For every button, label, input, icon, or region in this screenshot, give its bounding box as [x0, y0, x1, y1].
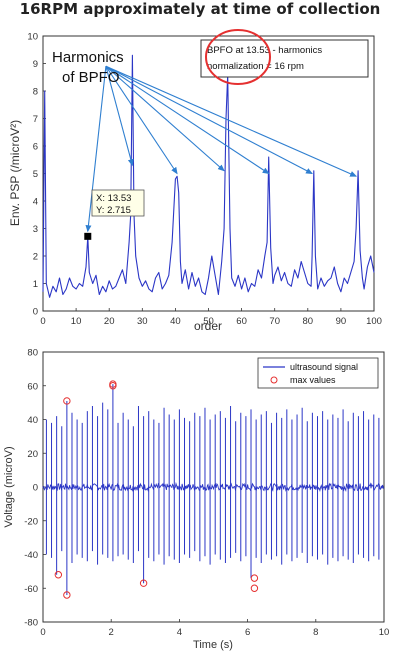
legend-circle-swatch	[270, 376, 278, 384]
bottom-axis-ticks: 0 2 4 6 8 10 -80 -60 -40 -20 0 20 40 60 80	[24, 348, 389, 639]
bottom-y-tick-label: 40	[27, 415, 38, 426]
bottom-y-tick-label: 0	[33, 483, 38, 494]
highlight-circle	[205, 29, 271, 85]
max-value-marker	[250, 574, 259, 582]
max-value-marker	[63, 591, 71, 599]
top-y-tick-label: 4	[33, 197, 38, 208]
top-y-axis-label: Env. PSP (/microV²)	[8, 120, 22, 226]
top-annotations: Harmonics of BPFO BPFO at 13.53 - harmon…	[52, 29, 369, 217]
top-x-tick-label: 0	[40, 316, 45, 327]
harmonic-arrow	[105, 65, 225, 172]
harmonic-arrows	[85, 65, 358, 233]
bottom-x-tick-label: 8	[313, 627, 318, 638]
top-axis-ticks: 0 10 20 30 40 50 60 70 80 90 100 0 1 2 3 4 5 6 7 8 9 10	[27, 32, 382, 328]
bottom-series	[42, 380, 385, 599]
legend-entry-max: max values	[290, 375, 336, 385]
datatip-box	[91, 189, 145, 217]
info-line1: BPFO at 13.53 - harmonics	[207, 45, 322, 56]
top-y-tick-label: 8	[33, 87, 38, 98]
env-psp-series-line	[42, 54, 375, 298]
top-y-tick-label: 7	[33, 114, 38, 125]
top-series	[42, 54, 375, 298]
top-y-tick-label: 1	[33, 279, 38, 290]
bottom-x-tick-label: 2	[109, 627, 114, 638]
max-value-marker	[139, 579, 148, 587]
datatip-x: X: 13.53	[96, 193, 131, 204]
bottom-y-tick-label: 80	[27, 348, 38, 359]
bottom-y-tick-label: -60	[24, 584, 38, 595]
bottom-x-tick-label: 4	[177, 627, 182, 638]
top-x-tick-label: 100	[366, 316, 382, 327]
bottom-y-tick-label: 60	[27, 381, 38, 392]
top-x-axis-label: order	[194, 319, 222, 333]
harmonic-arrow	[105, 65, 270, 175]
harmonic-arrow	[105, 65, 358, 177]
signal-noise-band	[42, 481, 385, 492]
top-x-tick-label: 50	[203, 316, 214, 327]
top-x-tick-label: 80	[303, 316, 314, 327]
bottom-x-tick-label: 6	[245, 627, 250, 638]
max-value-marker	[250, 584, 259, 592]
harmonic-arrow	[85, 66, 107, 233]
harmonic-arrow	[105, 65, 178, 175]
harmonics-label-line1: Harmonics	[52, 49, 124, 66]
bottom-x-tick-label: 0	[40, 627, 45, 638]
top-x-tick-label: 20	[104, 316, 115, 327]
figure-title: 16RPM approximately at time of collectio…	[19, 0, 381, 18]
max-value-marker	[63, 397, 71, 405]
top-y-tick-label: 5	[33, 169, 38, 180]
datatip-marker[interactable]	[84, 232, 92, 240]
top-x-tick-label: 10	[71, 316, 82, 327]
legend-box	[257, 357, 379, 389]
legend: ultrasound signal max values	[257, 357, 379, 389]
bottom-y-tick-label: -20	[24, 516, 38, 527]
top-y-tick-label: 2	[33, 252, 38, 263]
top-x-tick-label: 40	[170, 316, 181, 327]
datatip-y: Y: 2.715	[96, 205, 131, 216]
top-y-tick-label: 0	[33, 307, 38, 318]
bottom-chart-voltage: 0 2 4 6 8 10 -80 -60 -40 -20 0 20 40 60 80 ultrasound …	[3, 348, 389, 652]
legend-entry-signal: ultrasound signal	[290, 362, 358, 372]
bottom-y-axis-label: Voltage (microV)	[3, 446, 15, 527]
info-box	[200, 39, 369, 78]
top-plot-area	[42, 35, 375, 312]
top-x-tick-label: 60	[236, 316, 247, 327]
max-value-marker	[109, 382, 117, 390]
harmonic-arrow	[105, 65, 313, 174]
top-x-tick-label: 70	[269, 316, 280, 327]
top-x-tick-label: 90	[336, 316, 347, 327]
top-y-tick-label: 9	[33, 59, 38, 70]
top-y-tick-label: 6	[33, 142, 38, 153]
bottom-x-tick-label: 10	[379, 627, 390, 638]
info-line2: normalization = 16 rpm	[207, 61, 304, 72]
max-value-marker	[54, 571, 63, 579]
top-y-tick-label: 10	[27, 32, 38, 43]
bottom-y-tick-label: -80	[24, 618, 38, 629]
top-y-tick-label: 3	[33, 224, 38, 235]
harmonics-label-line2: of BPFO	[62, 69, 120, 86]
bottom-y-tick-label: 20	[27, 449, 38, 460]
bottom-x-axis-label: Time (s)	[193, 639, 233, 651]
harmonic-arrow	[105, 66, 134, 167]
top-x-tick-label: 30	[137, 316, 148, 327]
top-chart-env-psp: 0 10 20 30 40 50 60 70 80 90 100 0 1 2 3 4 5 6 7 8 9 10 Harmo…	[8, 29, 382, 333]
bottom-y-tick-label: -40	[24, 550, 38, 561]
